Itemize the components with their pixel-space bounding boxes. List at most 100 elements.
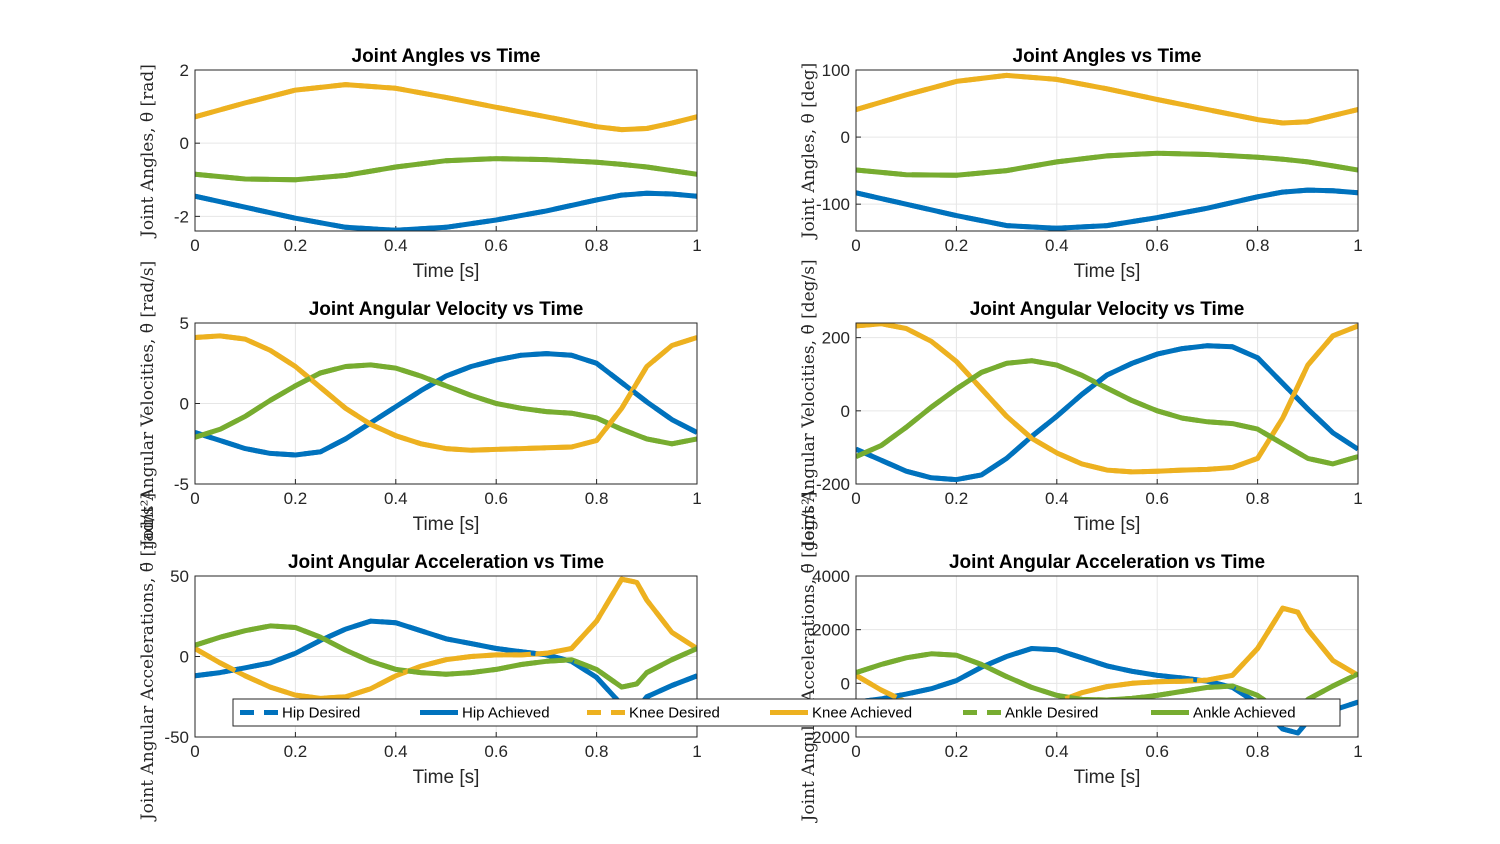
x-tick-label: 0.2 xyxy=(945,742,969,761)
legend-item: Knee Desired xyxy=(587,705,720,722)
y-axis-label: Joint Angular Velocities, θ̇ [deg/s] xyxy=(799,259,819,549)
series-line-knee-desired xyxy=(856,72,1358,126)
legend-item: Hip Desired xyxy=(240,705,360,722)
legend-item: Knee Achieved xyxy=(770,705,912,722)
x-tick-label: 0.8 xyxy=(585,742,609,761)
series-line-hip-desired xyxy=(856,343,1358,483)
y-tick-label: -50 xyxy=(164,728,189,747)
series-line-hip-desired xyxy=(856,646,1358,736)
x-tick-label: 0 xyxy=(851,742,860,761)
y-tick-label: -200 xyxy=(816,475,850,494)
series-line-hip-desired xyxy=(195,351,697,458)
x-tick-label: 0.2 xyxy=(945,236,969,255)
x-tick-label: 0.8 xyxy=(585,236,609,255)
y-tick-label: -5 xyxy=(174,475,189,494)
y-tick-label: 100 xyxy=(822,61,850,80)
x-tick-label: 0.2 xyxy=(284,489,308,508)
series-group xyxy=(195,82,697,231)
series-line-ankle-desired xyxy=(856,358,1358,467)
x-tick-label: 1 xyxy=(692,742,701,761)
axes-box xyxy=(855,69,1359,232)
y-tick-label: 2 xyxy=(180,61,189,80)
x-tick-label: 0.4 xyxy=(1045,489,1069,508)
x-tick-label: 1 xyxy=(692,236,701,255)
x-axis-label: Time [s] xyxy=(1074,514,1141,535)
series-line-knee-desired xyxy=(195,82,697,133)
series-group xyxy=(195,576,697,713)
x-tick-label: 0.6 xyxy=(484,236,508,255)
x-tick-label: 0.4 xyxy=(384,489,408,508)
y-axis-label: Joint Angular Accelerations, θ̈ [rad/s²] xyxy=(138,493,158,822)
y-tick-label: 4000 xyxy=(812,567,850,586)
x-tick-label: 0.4 xyxy=(384,236,408,255)
legend-label: Hip Achieved xyxy=(462,705,550,722)
x-tick-label: 0.2 xyxy=(284,236,308,255)
y-tick-label: 200 xyxy=(822,329,850,348)
plot-title: Joint Angular Velocity vs Time xyxy=(970,299,1245,320)
plot-title: Joint Angles vs Time xyxy=(1013,46,1202,67)
subplot-2: 0 0.2 0.4 0.6 0.8 1 -100 0 100 Joint Angles vs Ti… xyxy=(799,46,1363,282)
y-tick-label: 0 xyxy=(841,674,850,693)
y-tick-label: -2 xyxy=(174,207,189,226)
series-line-ankle-desired xyxy=(856,150,1358,178)
x-axis-label: Time [s] xyxy=(413,767,480,788)
x-tick-label: 1 xyxy=(1353,742,1362,761)
x-tick-label: 0.8 xyxy=(1246,489,1270,508)
y-tick-label: 2000 xyxy=(812,621,850,640)
y-axis-label: Joint Angles, θ [deg] xyxy=(799,63,819,241)
legend-item: Hip Achieved xyxy=(420,705,550,722)
x-tick-label: 0.4 xyxy=(384,742,408,761)
plot-area xyxy=(856,323,1358,484)
axes-box xyxy=(855,322,1359,485)
y-tick-label: 0 xyxy=(180,648,189,667)
series-group xyxy=(195,333,697,458)
y-axis-label: Joint Angles, θ [rad] xyxy=(138,64,158,239)
x-tick-label: 0.2 xyxy=(284,742,308,761)
y-tick-label: -2000 xyxy=(807,728,850,747)
y-axis-label: Joint Angular Velocities, θ̇ [rad/s] xyxy=(138,261,158,549)
legend-label: Hip Desired xyxy=(282,705,360,722)
legend-item: Ankle Desired xyxy=(963,705,1098,722)
series-line-knee-desired xyxy=(195,333,697,453)
y-tick-label: 50 xyxy=(170,567,189,586)
series-line-ankle-desired xyxy=(195,362,697,447)
x-tick-label: 0.6 xyxy=(1145,489,1169,508)
x-tick-label: 1 xyxy=(1353,489,1362,508)
x-tick-label: 0.6 xyxy=(484,742,508,761)
plot-title: Joint Angles vs Time xyxy=(352,46,541,67)
series-group xyxy=(856,72,1358,231)
plot-area xyxy=(856,70,1358,231)
series-line-hip-desired xyxy=(195,190,697,231)
series-line-knee-desired xyxy=(195,576,697,701)
legend-label: Ankle Achieved xyxy=(1193,705,1296,722)
x-tick-label: 0.6 xyxy=(1145,742,1169,761)
x-axis-label: Time [s] xyxy=(413,514,480,535)
x-tick-label: 0.2 xyxy=(945,489,969,508)
y-tick-label: 0 xyxy=(841,402,850,421)
x-tick-label: 0 xyxy=(190,236,199,255)
y-tick-label: 0 xyxy=(180,134,189,153)
plot-title: Joint Angular Acceleration vs Time xyxy=(949,552,1265,573)
series-line-hip-desired xyxy=(856,187,1358,231)
y-tick-label: 5 xyxy=(180,314,189,333)
legend-item: Ankle Achieved xyxy=(1151,705,1296,722)
y-axis-label: Joint Angular Accelerations, θ̈ [deg/s²] xyxy=(799,492,819,824)
x-tick-label: 0.8 xyxy=(1246,742,1270,761)
legend-label: Knee Achieved xyxy=(812,705,912,722)
series-line-knee-desired xyxy=(856,323,1358,475)
x-tick-label: 0 xyxy=(190,489,199,508)
axes-box xyxy=(855,575,1359,738)
x-tick-label: 0.8 xyxy=(585,489,609,508)
axes-box xyxy=(194,575,698,738)
x-tick-label: 0.4 xyxy=(1045,742,1069,761)
x-tick-label: 0 xyxy=(851,489,860,508)
x-tick-label: 0.6 xyxy=(484,489,508,508)
legend-label: Knee Desired xyxy=(629,705,720,722)
x-axis-label: Time [s] xyxy=(1074,261,1141,282)
x-tick-label: 0.8 xyxy=(1246,236,1270,255)
plot-title: Joint Angular Acceleration vs Time xyxy=(288,552,604,573)
